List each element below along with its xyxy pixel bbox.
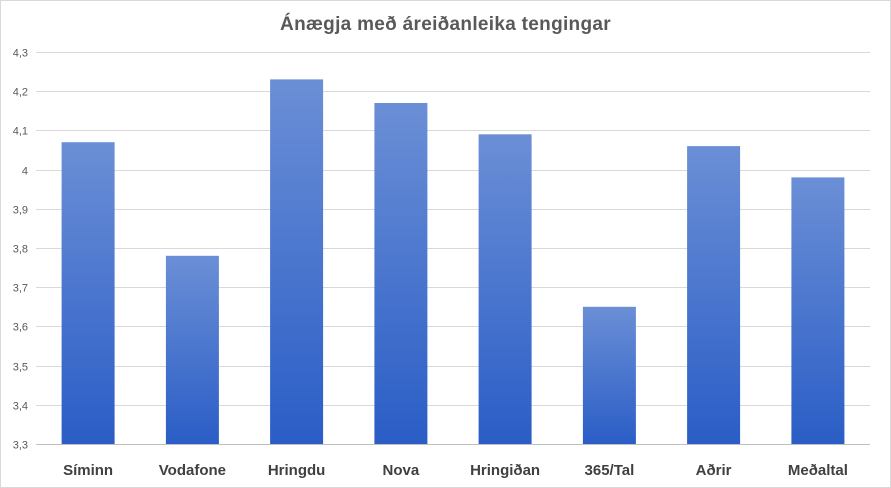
chart-title: Ánægja með áreiðanleika tengingar [280, 14, 611, 35]
y-tick-label: 3,4 [13, 401, 28, 413]
x-category-label: Nova [383, 462, 420, 479]
y-tick-label: 3,7 [13, 283, 28, 295]
y-tick-label: 3,9 [13, 205, 28, 217]
y-tick-label: 4,1 [13, 126, 28, 138]
gridlines [36, 52, 870, 445]
x-category-label: Hringiðan [470, 462, 540, 479]
bar [374, 103, 428, 444]
x-category-label: Síminn [63, 462, 113, 479]
y-tick-label: 3,8 [13, 244, 28, 256]
bar [270, 79, 324, 445]
bar [687, 146, 741, 444]
x-axis-labels: Síminn Vodafone Hringdu Nova Hringiðan 365/Ta… [63, 462, 848, 479]
x-category-label: Vodafone [159, 462, 226, 479]
bars [61, 79, 845, 445]
y-tick-label: 3,3 [13, 440, 28, 452]
bar [582, 306, 636, 444]
x-category-label: Hringdu [268, 462, 326, 479]
x-category-label: 365/Tal [585, 462, 635, 479]
bar [61, 142, 115, 444]
y-tick-label: 3,6 [13, 322, 28, 334]
x-category-label: Aðrir [696, 462, 732, 479]
y-axis-ticks: 3,3 3,4 3,5 3,6 3,7 3,8 3,9 4 4,1 4,2 4,3 [13, 48, 28, 452]
y-tick-label: 4,3 [13, 48, 28, 60]
y-tick-label: 3,5 [13, 362, 28, 374]
bar [791, 177, 845, 444]
bar [478, 134, 532, 445]
y-tick-label: 4 [22, 166, 28, 178]
bar [165, 255, 219, 444]
x-category-label: Meðaltal [788, 462, 848, 479]
y-tick-label: 4,2 [13, 87, 28, 99]
